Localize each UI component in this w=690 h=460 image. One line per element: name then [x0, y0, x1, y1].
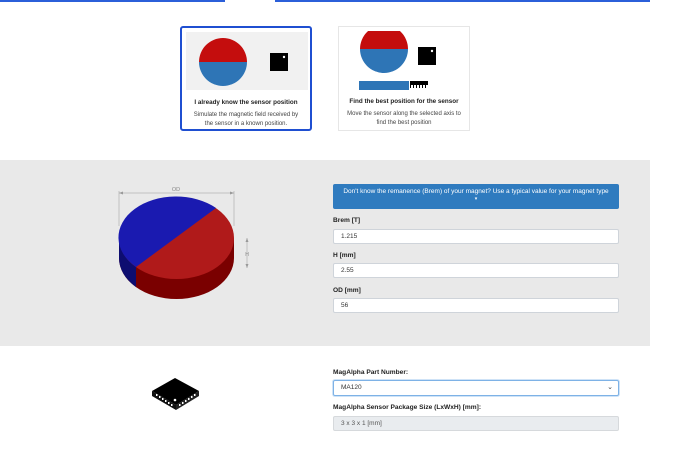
strip-segment [275, 0, 650, 2]
page-margin [650, 0, 690, 460]
chevron-down-icon: ⌄ [607, 384, 613, 391]
mode-illustration [186, 32, 308, 90]
axis-sweep-illustration-icon [359, 25, 436, 90]
part-number-select[interactable]: MA120 ⌄ [333, 380, 619, 396]
banner-text: Don't know the remanence (Brem) of your … [343, 188, 609, 195]
brem-label: Brem [T] [333, 217, 361, 224]
top-progress-strip [0, 0, 690, 2]
magnet-3d-diagram: OD H [118, 187, 249, 299]
magnet-sensor-illustration-icon [199, 38, 288, 86]
mode-card-known-position[interactable]: I already know the sensor position Simul… [180, 26, 312, 131]
od-dimension-label: OD [172, 187, 180, 193]
package-size-field: 3 x 3 x 1 [mm] [333, 416, 619, 431]
mode-description: Move the sensor along the selected axis … [347, 111, 461, 126]
mode-title: Find the best position for the sensor [349, 98, 459, 105]
part-number-value: MA120 [341, 384, 362, 391]
mode-title: I already know the sensor position [194, 99, 298, 106]
h-label: H [mm] [333, 252, 356, 259]
mode-card-find-best-position[interactable]: Find the best position for the sensor Mo… [338, 25, 470, 131]
brem-input[interactable]: 1.215 [333, 229, 619, 244]
sensor-package-icon [152, 378, 199, 410]
od-input[interactable]: 56 [333, 298, 619, 313]
od-label: OD [mm] [333, 287, 361, 294]
caret-down-icon: ▾ [474, 196, 478, 202]
part-number-label: MagAlpha Part Number: [333, 369, 409, 376]
strip-segment [0, 0, 225, 2]
package-size-label: MagAlpha Sensor Package Size (LxWxH) [mm… [333, 404, 482, 411]
mode-illustration [343, 25, 465, 90]
mode-description: Simulate the magnetic field received by … [193, 112, 299, 127]
h-dimension-label: H [245, 252, 249, 258]
remanence-typical-value-button[interactable]: Don't know the remanence (Brem) of your … [333, 184, 619, 209]
h-input[interactable]: 2.55 [333, 263, 619, 278]
